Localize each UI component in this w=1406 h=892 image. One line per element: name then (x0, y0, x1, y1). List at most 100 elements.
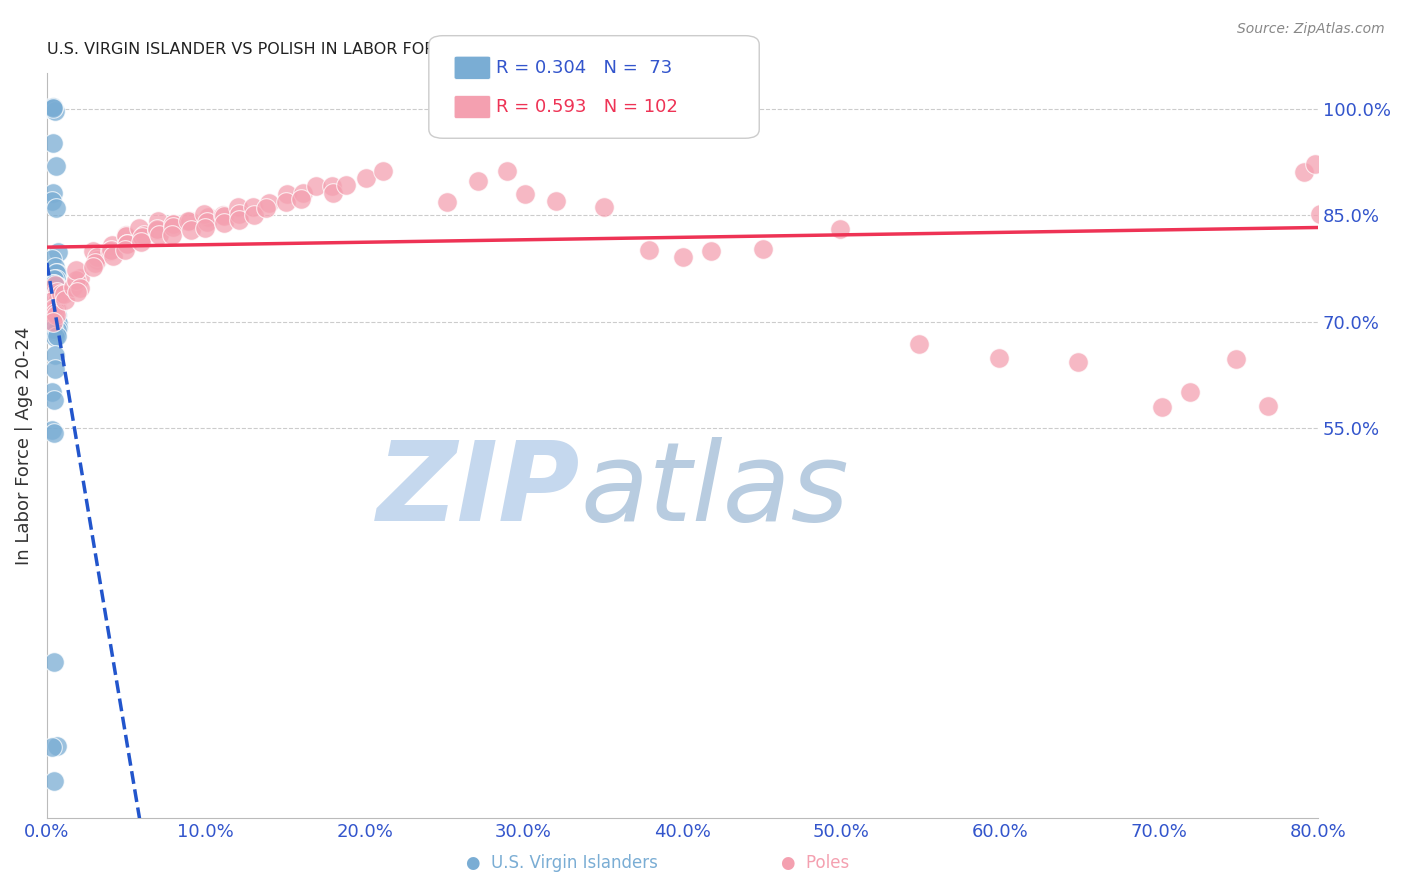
Point (321, 179, 343, 194)
Point (274, 194, 297, 209)
Point (42, 101, 65, 115)
Point (46, 329, 69, 343)
Point (1150, 400, 1173, 414)
Point (41, 306, 63, 320)
Point (41, 740, 63, 755)
Point (1178, 384, 1201, 399)
Point (82, 260, 104, 274)
Point (1303, 157, 1326, 171)
Point (354, 171, 377, 186)
Point (42, 392, 65, 407)
Point (212, 208, 235, 222)
Text: Source: ZipAtlas.com: Source: ZipAtlas.com (1237, 22, 1385, 37)
Point (42, 100, 65, 114)
Text: R = 0.593   N = 102: R = 0.593 N = 102 (496, 98, 678, 116)
Point (86, 250, 108, 264)
Point (436, 194, 458, 209)
Point (145, 223, 167, 237)
Point (44, 293, 66, 308)
Point (65, 273, 87, 287)
Point (115, 229, 138, 244)
Point (148, 214, 170, 228)
Point (42, 302, 65, 317)
Point (44, 286, 66, 301)
Point (1066, 355, 1088, 369)
Point (907, 336, 929, 351)
Point (1386, 114, 1406, 128)
Point (42, 302, 65, 317)
Point (42, 301, 65, 315)
Point (44, 330, 66, 344)
Text: R = 0.304   N =  73: R = 0.304 N = 73 (496, 59, 672, 77)
Point (146, 221, 169, 235)
Point (42, 280, 65, 294)
Point (44, 260, 66, 274)
Point (46, 279, 69, 293)
Point (44, 324, 66, 338)
Point (45, 266, 67, 280)
Point (101, 249, 124, 263)
Point (66, 285, 89, 299)
Text: U.S. VIRGIN ISLANDER VS POLISH IN LABOR FORCE | AGE 20-24 CORRELATION CHART: U.S. VIRGIN ISLANDER VS POLISH IN LABOR … (46, 42, 735, 58)
Point (100, 243, 122, 257)
Point (163, 218, 186, 232)
Point (148, 227, 170, 242)
Point (1320, 150, 1343, 164)
Point (45, 272, 67, 286)
Point (1374, 125, 1396, 139)
Point (62, 280, 84, 294)
Point (41, 423, 63, 437)
Point (46, 286, 69, 301)
Point (45, 279, 67, 293)
Point (44, 277, 66, 292)
Point (115, 227, 138, 242)
Point (226, 200, 249, 214)
Point (44, 774, 66, 789)
Point (45, 739, 67, 754)
Point (242, 200, 264, 214)
Point (41, 385, 63, 400)
Point (45, 323, 67, 337)
Point (41, 314, 63, 328)
Point (42, 306, 65, 320)
Point (638, 243, 661, 257)
Point (44, 277, 66, 292)
Point (42, 295, 65, 310)
Point (53, 286, 76, 301)
Point (1354, 121, 1376, 136)
Point (42, 272, 65, 286)
Point (228, 207, 250, 221)
Point (42, 186, 65, 201)
Point (45, 301, 67, 316)
Point (100, 244, 122, 258)
Point (117, 236, 139, 251)
Point (42, 426, 65, 441)
Point (128, 221, 150, 235)
Point (44, 306, 66, 320)
Point (42, 315, 65, 329)
Point (45, 287, 67, 301)
Text: ZIP: ZIP (377, 437, 581, 544)
Point (41, 252, 63, 266)
Text: ●  Poles: ● Poles (782, 855, 849, 872)
Point (513, 186, 536, 201)
Point (335, 178, 357, 192)
Point (45, 315, 67, 329)
Point (305, 179, 328, 194)
Point (38, 101, 60, 115)
Text: ●  U.S. Virgin Islanders: ● U.S. Virgin Islanders (467, 855, 658, 872)
Point (69, 281, 91, 295)
Point (41, 293, 63, 308)
Point (42, 316, 65, 330)
Point (41, 293, 63, 308)
Point (41, 306, 63, 320)
Point (162, 217, 184, 231)
Point (162, 228, 184, 243)
Point (44, 309, 66, 323)
Point (212, 209, 235, 223)
Point (41, 294, 63, 309)
Point (45, 293, 67, 308)
Point (42, 136, 65, 150)
Point (212, 216, 235, 230)
Point (41, 103, 63, 117)
